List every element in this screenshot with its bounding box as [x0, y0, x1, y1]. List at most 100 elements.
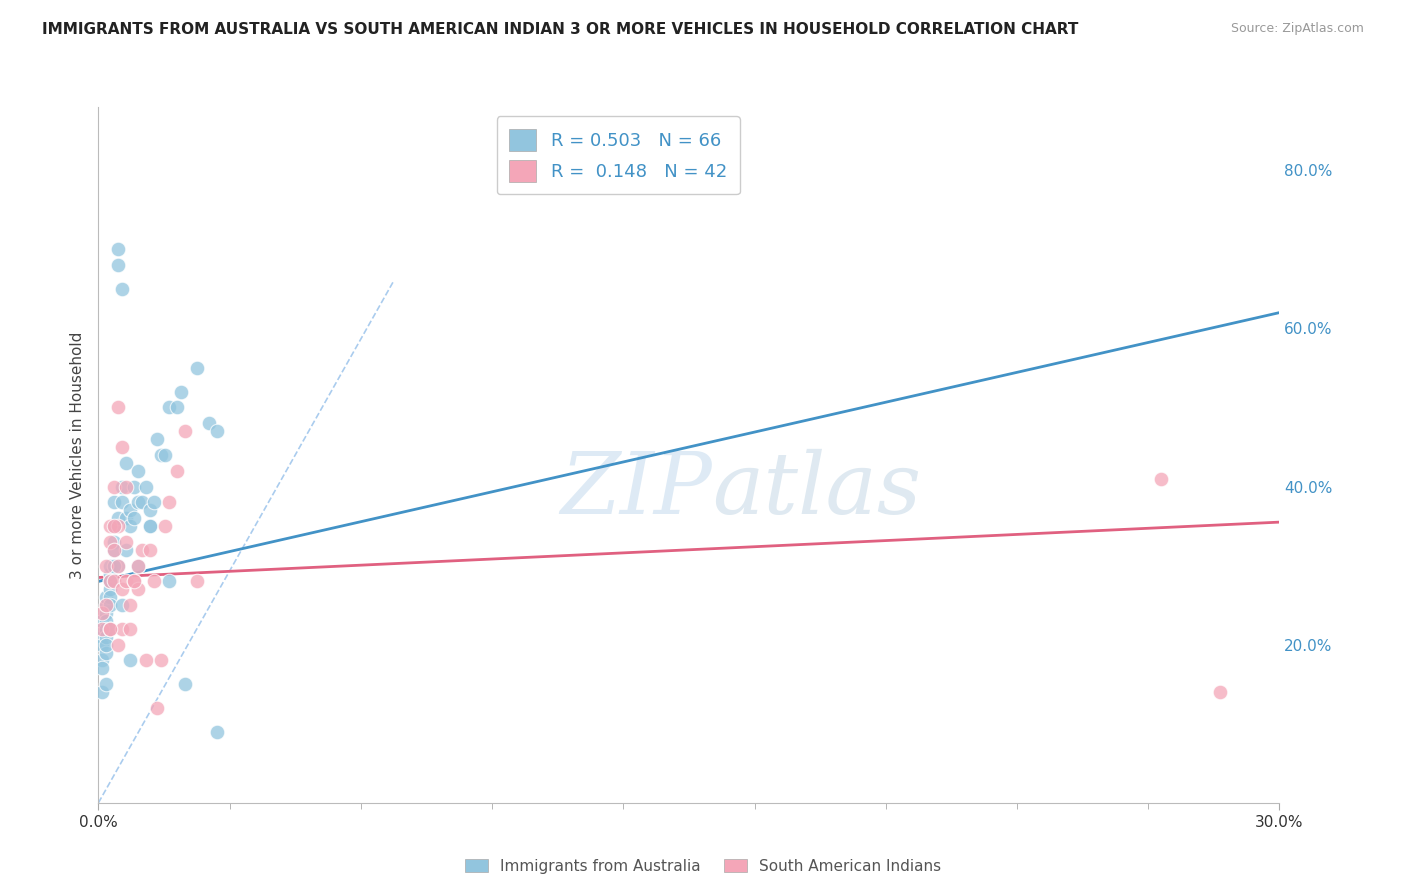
Point	[96, 598, 118, 612]
Text: Source: ZipAtlas.com: Source: ZipAtlas.com	[1230, 22, 1364, 36]
Legend: Immigrants from Australia, South American Indians: Immigrants from Australia, South America…	[458, 853, 948, 880]
Point	[127, 464, 149, 478]
Point	[131, 542, 153, 557]
Point	[166, 464, 188, 478]
Point	[1209, 685, 1232, 699]
Point	[115, 511, 138, 525]
Point	[96, 622, 118, 636]
Point	[131, 495, 153, 509]
Point	[96, 558, 118, 573]
Point	[127, 495, 149, 509]
Point	[103, 495, 125, 509]
Point	[150, 448, 173, 462]
Point	[96, 598, 118, 612]
Point	[118, 519, 141, 533]
Point	[91, 638, 114, 652]
Point	[135, 479, 157, 493]
Point	[118, 622, 141, 636]
Point	[115, 534, 138, 549]
Legend: R = 0.503   N = 66, R =  0.148   N = 42: R = 0.503 N = 66, R = 0.148 N = 42	[496, 116, 740, 194]
Point	[98, 591, 121, 605]
Point	[107, 401, 129, 415]
Point	[91, 630, 114, 644]
Point	[111, 440, 134, 454]
Point	[146, 432, 169, 446]
Point	[98, 574, 121, 589]
Point	[98, 582, 121, 597]
Point	[98, 519, 121, 533]
Point	[174, 677, 197, 691]
Point	[205, 724, 228, 739]
Text: atlas: atlas	[713, 449, 922, 531]
Point	[96, 614, 118, 628]
Point	[103, 574, 125, 589]
Point	[174, 424, 197, 438]
Point	[107, 638, 129, 652]
Point	[103, 558, 125, 573]
Point	[157, 574, 180, 589]
Point	[157, 495, 180, 509]
Point	[98, 598, 121, 612]
Point	[127, 558, 149, 573]
Point	[98, 566, 121, 581]
Point	[107, 558, 129, 573]
Point	[98, 574, 121, 589]
Point	[107, 258, 129, 272]
Point	[127, 558, 149, 573]
Point	[115, 456, 138, 470]
Point	[96, 606, 118, 620]
Point	[111, 282, 134, 296]
Point	[146, 701, 169, 715]
Point	[122, 479, 145, 493]
Point	[111, 598, 134, 612]
Point	[91, 685, 114, 699]
Point	[135, 653, 157, 667]
Point	[103, 542, 125, 557]
Point	[127, 582, 149, 597]
Point	[138, 519, 160, 533]
Point	[122, 574, 145, 589]
Point	[142, 495, 165, 509]
Point	[122, 574, 145, 589]
Point	[91, 622, 114, 636]
Point	[98, 622, 121, 636]
Point	[142, 574, 165, 589]
Point	[107, 558, 129, 573]
Point	[1150, 472, 1173, 486]
Point	[118, 598, 141, 612]
Point	[118, 503, 141, 517]
Point	[91, 606, 114, 620]
Text: ZIP: ZIP	[561, 449, 713, 531]
Point	[91, 653, 114, 667]
Point	[111, 479, 134, 493]
Point	[197, 417, 219, 431]
Point	[103, 519, 125, 533]
Point	[107, 511, 129, 525]
Point	[96, 630, 118, 644]
Point	[91, 614, 114, 628]
Point	[138, 519, 160, 533]
Point	[138, 503, 160, 517]
Point	[150, 653, 173, 667]
Point	[98, 534, 121, 549]
Point	[96, 646, 118, 660]
Point	[98, 574, 121, 589]
Point	[111, 622, 134, 636]
Text: IMMIGRANTS FROM AUSTRALIA VS SOUTH AMERICAN INDIAN 3 OR MORE VEHICLES IN HOUSEHO: IMMIGRANTS FROM AUSTRALIA VS SOUTH AMERI…	[42, 22, 1078, 37]
Point	[103, 519, 125, 533]
Point	[103, 542, 125, 557]
Point	[155, 448, 177, 462]
Point	[157, 401, 180, 415]
Point	[170, 384, 193, 399]
Point	[115, 542, 138, 557]
Point	[98, 558, 121, 573]
Y-axis label: 3 or more Vehicles in Household: 3 or more Vehicles in Household	[69, 331, 84, 579]
Point	[98, 622, 121, 636]
Point	[96, 677, 118, 691]
Point	[155, 519, 177, 533]
Point	[205, 424, 228, 438]
Point	[91, 622, 114, 636]
Point	[96, 591, 118, 605]
Point	[186, 360, 208, 375]
Point	[107, 519, 129, 533]
